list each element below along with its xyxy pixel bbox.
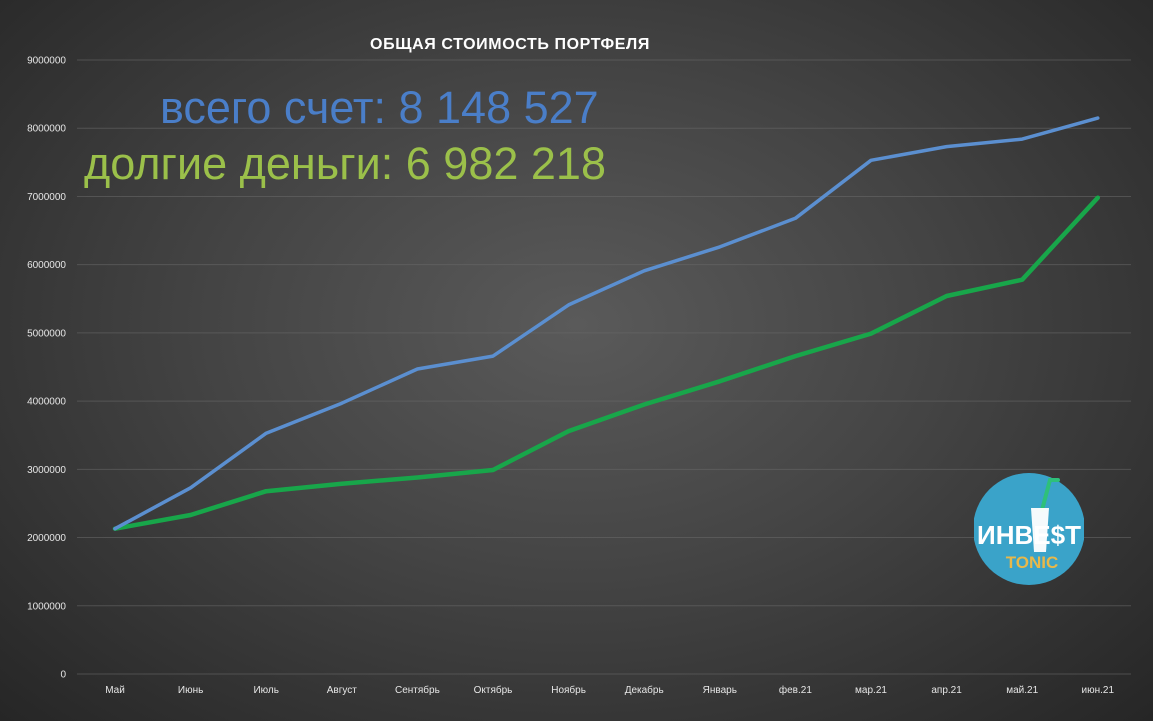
logo-straw-icon xyxy=(1040,478,1060,512)
x-tick-label: Декабрь xyxy=(625,684,664,696)
y-tick-label: 4000000 xyxy=(27,397,66,408)
total-account-value: 8 148 527 xyxy=(398,82,599,133)
y-tick-label: 9000000 xyxy=(27,56,66,67)
total-account-annotation: всего счет: 8 148 527 xyxy=(160,82,599,134)
y-tick-label: 1000000 xyxy=(27,601,66,612)
y-tick-label: 2000000 xyxy=(27,533,66,544)
x-tick-label: июн.21 xyxy=(1082,685,1115,696)
logo-line1: ИНВЕ$Т xyxy=(977,520,1081,550)
logo-graphic: ИНВЕ$Т TONIC xyxy=(974,473,1084,585)
x-tick-label: Январь xyxy=(703,685,737,696)
chart-title: ОБЩАЯ СТОИМОСТЬ ПОРТФЕЛЯ xyxy=(370,36,650,53)
x-tick-label: мар.21 xyxy=(855,685,887,696)
x-tick-label: апр.21 xyxy=(931,685,962,696)
grid-lines xyxy=(77,59,1131,675)
x-tick-label: Сентябрь xyxy=(395,684,440,696)
series-lines xyxy=(112,116,1101,531)
series-line-total xyxy=(113,116,1100,531)
long-money-value: 6 982 218 xyxy=(405,138,606,189)
x-tick-label: май.21 xyxy=(1006,685,1038,696)
y-tick-label: 7000000 xyxy=(27,192,66,203)
y-tick-label: 0 xyxy=(60,670,66,681)
y-tick-label: 5000000 xyxy=(27,328,66,339)
y-tick-label: 3000000 xyxy=(27,465,66,476)
logo-cup-icon xyxy=(1031,508,1049,552)
y-tick-label: 6000000 xyxy=(27,260,66,271)
x-tick-label: Август xyxy=(327,685,358,696)
long-money-annotation: долгие деньги: 6 982 218 xyxy=(84,138,606,190)
x-tick-label: Октябрь xyxy=(474,684,513,696)
logo-line2: TONIC xyxy=(1006,553,1059,572)
long-money-label: долгие деньги: xyxy=(84,138,406,189)
logo-circle xyxy=(974,473,1084,585)
y-tick-label: 8000000 xyxy=(27,124,66,135)
y-axis-ticks: 0 1000000 2000000 3000000 4000000 5000000 6000… xyxy=(27,56,66,681)
x-tick-label: Май xyxy=(105,685,125,696)
series-line-long-money xyxy=(112,195,1101,531)
x-tick-label: Июль xyxy=(253,685,279,696)
total-account-label: всего счет: xyxy=(160,82,399,133)
x-tick-label: Ноябрь xyxy=(551,684,586,696)
x-axis-ticks: Май Июнь Июль Август Сентябрь Октябрь Ноябрь Де… xyxy=(105,684,1114,696)
invest-tonic-logo: ИНВЕ$Т TONIC xyxy=(974,470,1084,588)
x-tick-label: Июнь xyxy=(178,685,203,696)
x-tick-label: фев.21 xyxy=(779,684,812,696)
